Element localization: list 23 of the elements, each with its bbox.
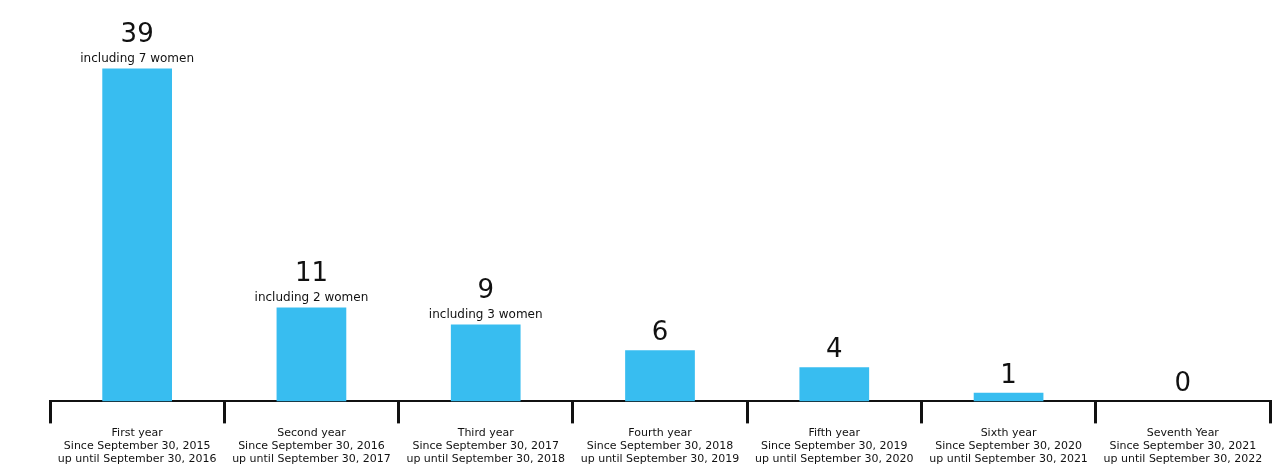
annotation: including 3 women <box>428 306 543 321</box>
data-label: 9 <box>477 274 494 305</box>
x-tick-label: First year Since September 30, 2015 up until September 30, 2016 <box>57 425 217 466</box>
data-label: 6 <box>651 315 669 346</box>
bar <box>799 367 870 402</box>
x-tick-label: Sixth year Since September 30, 2020 up until September 30, 2021 <box>929 425 1088 466</box>
bar <box>276 307 347 402</box>
bar <box>625 350 695 402</box>
bar <box>973 392 1044 402</box>
x-tick-label: Fourth year Since September 30, 2018 up until September 30, 2019 <box>580 425 740 466</box>
x-tick-label: Seventh Year Since September 30, 2021 up until September 30, 2022 <box>1103 425 1263 466</box>
annotation: including 2 women <box>254 289 369 304</box>
x-tick-label: Third year Since September 30, 2017 up until September 30, 2018 <box>406 425 566 466</box>
data-label: 11 <box>294 257 328 288</box>
bar <box>450 324 521 402</box>
x-tick-label: Second year Since September 30, 2016 up until September 30, 2017 <box>232 425 391 466</box>
data-label: 4 <box>826 333 843 364</box>
data-label: 39 <box>120 18 154 49</box>
bar <box>102 68 172 402</box>
data-label: 1 <box>1000 358 1017 389</box>
data-label: 0 <box>1174 367 1192 398</box>
x-tick-label: Fifth year Since September 30, 2019 up until September 30, 2020 <box>754 425 914 466</box>
annotation: including 7 women <box>80 50 195 65</box>
